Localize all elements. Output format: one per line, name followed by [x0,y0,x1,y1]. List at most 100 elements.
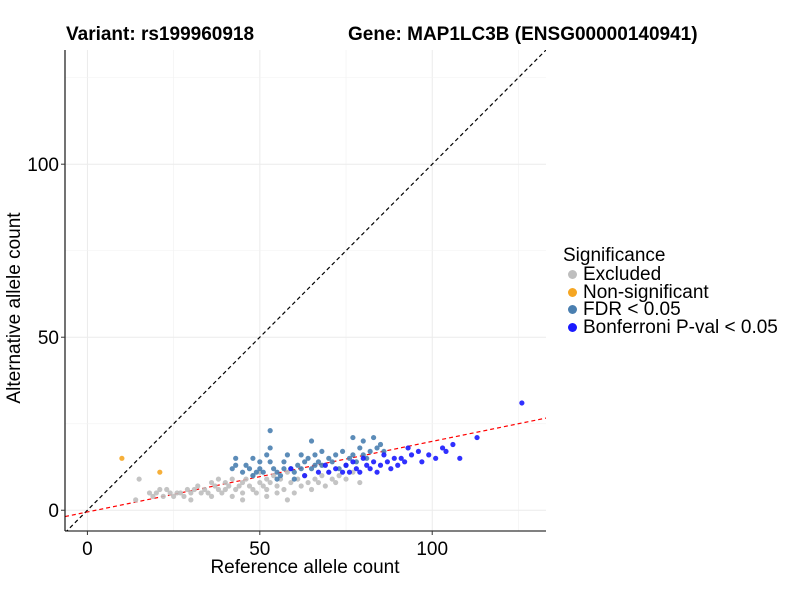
point-bonferroni-p-val-0-05 [395,462,401,468]
legend: Significance Excluded Non-significant FD… [563,246,778,336]
point-excluded [229,476,235,482]
point-excluded [146,490,153,496]
point-fdr-0-05 [267,459,273,465]
point-excluded [136,476,142,482]
y-tick-label: 100 [27,155,59,176]
point-excluded [291,490,297,496]
point-bonferroni-p-val-0-05 [370,459,377,465]
point-excluded [271,473,277,479]
point-excluded [233,486,239,493]
point-bonferroni-p-val-0-05 [350,459,356,465]
legend-title: Significance [563,245,666,266]
legend-item-fdr: FDR < 0.05 [563,299,778,320]
point-bonferroni-p-val-0-05 [457,455,463,461]
x-tick-label: 100 [416,539,448,560]
point-excluded [184,486,191,493]
point-bonferroni-p-val-0-05 [384,459,390,465]
point-fdr-0-05 [326,455,332,461]
point-non-significant [157,469,163,475]
legend-swatch-fdr [568,305,577,315]
point-excluded [205,490,211,496]
point-non-significant [119,455,125,461]
point-bonferroni-p-val-0-05 [333,466,339,472]
point-fdr-0-05 [315,459,322,465]
x-tick-label: 50 [249,539,270,560]
point-bonferroni-p-val-0-05 [405,445,411,451]
point-fdr-0-05 [260,469,266,475]
legend-item-non-significant: Non-significant [563,281,778,303]
variant-title: Variant: rs199960918 [66,24,255,45]
point-fdr-0-05 [277,473,284,479]
y-tick-label: 50 [38,328,59,349]
point-fdr-0-05 [271,466,277,472]
point-fdr-0-05 [239,469,246,475]
point-excluded [284,497,290,503]
legend-item-bonferroni: Bonferroni P-val < 0.05 [563,318,778,336]
point-fdr-0-05 [339,448,346,455]
point-excluded [229,493,235,499]
point-excluded [288,479,294,486]
point-bonferroni-p-val-0-05 [353,466,359,472]
point-excluded [250,486,256,493]
legend-label-fdr: FDR < 0.05 [583,299,681,320]
point-excluded [133,497,139,503]
y-tick-label: 0 [48,501,59,522]
gene-title: Gene: MAP1LC3B (ENSG00000140941) [348,24,698,45]
point-excluded [329,476,335,482]
point-fdr-0-05 [308,466,315,472]
point-excluded [164,486,170,493]
point-excluded [177,490,184,496]
point-excluded [188,497,194,503]
point-bonferroni-p-val-0-05 [367,466,373,472]
point-fdr-0-05 [257,466,263,472]
point-excluded [336,473,342,479]
legend-label-non-significant: Non-significant [583,281,709,303]
point-excluded [202,486,208,493]
point-excluded [305,479,311,486]
point-excluded [298,483,304,489]
identity-line [65,50,546,531]
point-excluded [219,490,225,496]
point-fdr-0-05 [312,462,318,468]
point-excluded [212,483,218,489]
point-fdr-0-05 [374,445,380,451]
point-fdr-0-05 [346,455,353,461]
point-excluded [308,486,315,493]
point-fdr-0-05 [243,462,249,468]
point-excluded [167,490,173,496]
point-excluded [284,469,290,475]
point-excluded [343,476,349,482]
x-tick-label: 0 [82,539,93,560]
data-points [119,400,525,503]
x-axis-label: Reference allele count [210,557,400,578]
point-excluded [171,493,177,499]
point-excluded [246,483,253,489]
point-bonferroni-p-val-0-05 [391,455,397,461]
point-fdr-0-05 [246,466,253,472]
point-excluded [198,490,204,496]
legend-swatch-non-significant [568,287,577,297]
y-axis-label: Alternative allele count [4,212,25,404]
point-fdr-0-05 [250,473,256,479]
point-excluded [181,493,187,499]
point-fdr-0-05 [264,452,270,458]
point-fdr-0-05 [233,455,239,461]
point-excluded [208,493,215,499]
point-fdr-0-05 [333,452,339,458]
point-fdr-0-05 [305,455,311,461]
point-fdr-0-05 [257,459,263,465]
point-fdr-0-05 [274,476,280,482]
point-excluded [267,479,273,486]
point-bonferroni-p-val-0-05 [374,469,380,475]
point-excluded [160,493,166,499]
point-excluded [222,486,228,493]
point-bonferroni-p-val-0-05 [439,445,446,451]
point-excluded [239,490,246,496]
point-excluded [150,493,156,499]
point-bonferroni-p-val-0-05 [381,452,387,458]
point-fdr-0-05 [291,476,297,482]
point-bonferroni-p-val-0-05 [450,441,456,448]
legend-item-excluded: Excluded [563,265,778,284]
point-fdr-0-05 [370,434,377,441]
point-excluded [239,497,246,503]
